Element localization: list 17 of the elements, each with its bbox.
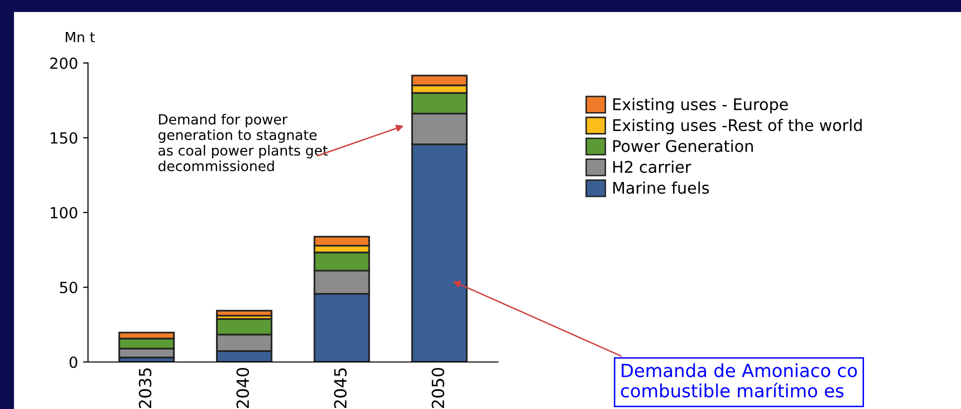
y-tick-label: 100 (50, 206, 78, 219)
x-tick-label: 2050 (432, 368, 444, 408)
legend-label: Power Generation (613, 140, 753, 152)
x-tick-label: 2045 (334, 368, 347, 408)
legend-label: Marine fuels (613, 181, 709, 194)
y-tick-label: 50 (60, 282, 78, 294)
y-tick-label: 0 (70, 356, 78, 368)
y-axis-title: Mn t (66, 32, 95, 42)
legend-label: Existing uses - Europe (613, 98, 788, 114)
y-tick-label: 200 (50, 57, 78, 70)
text: Demanda de Amoniaco co combustible marítimo es (620, 363, 857, 398)
x-tick-label: 2035 (138, 368, 152, 408)
y-tick-label: 150 (50, 132, 78, 144)
legend-label: H2 carrier (613, 160, 692, 173)
bar (216, 310, 272, 316)
legend-label: Existing uses -Rest of the world (613, 118, 862, 134)
x-tick-label: 2040 (236, 368, 250, 408)
